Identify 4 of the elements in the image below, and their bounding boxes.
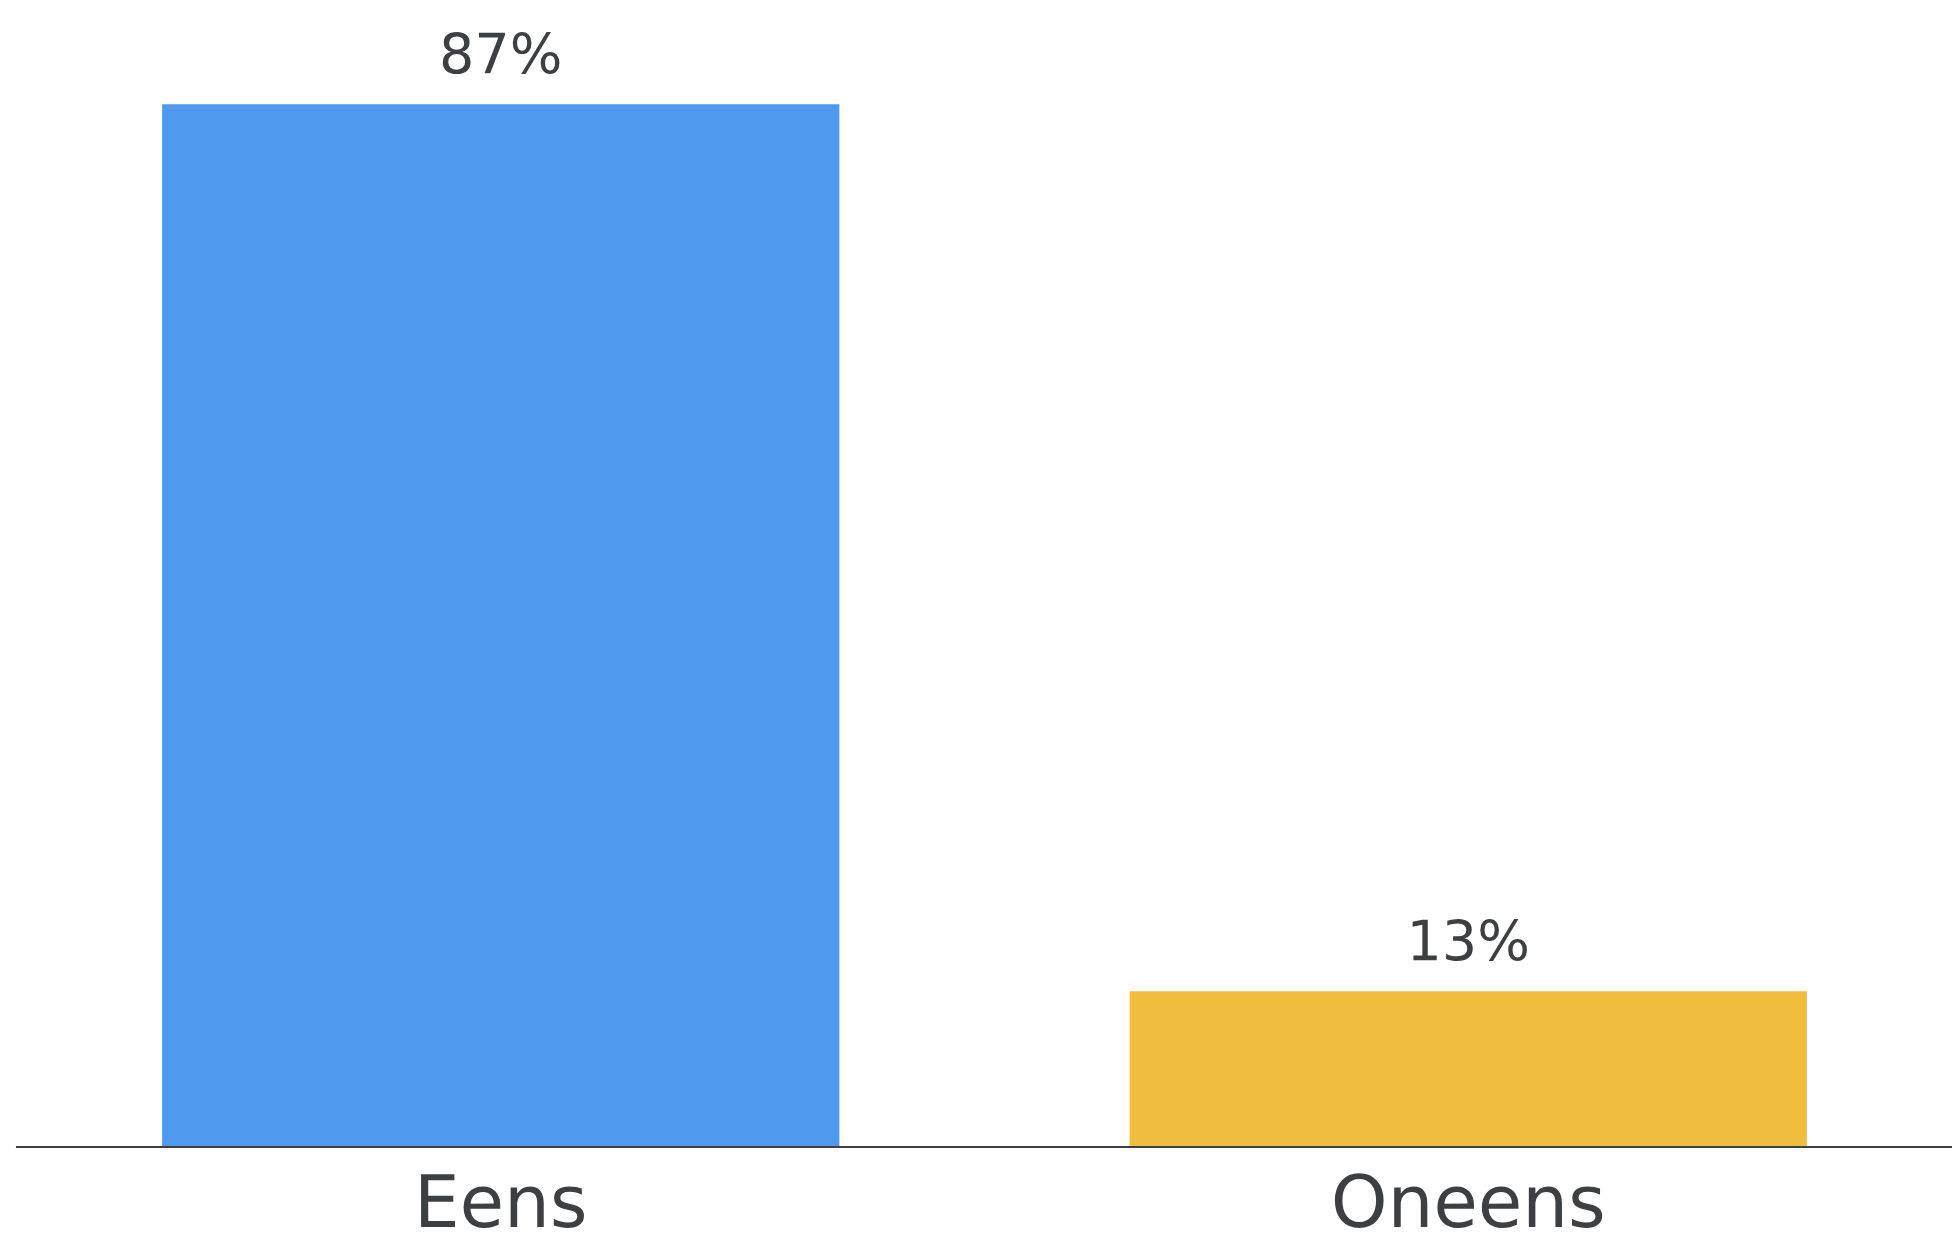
- data-label: 13%: [1412, 918, 1527, 961]
- data-label: 87%: [442, 32, 560, 75]
- x-tick-label: Oneens: [1334, 1173, 1603, 1228]
- x-tick-label: Eens: [421, 1174, 584, 1228]
